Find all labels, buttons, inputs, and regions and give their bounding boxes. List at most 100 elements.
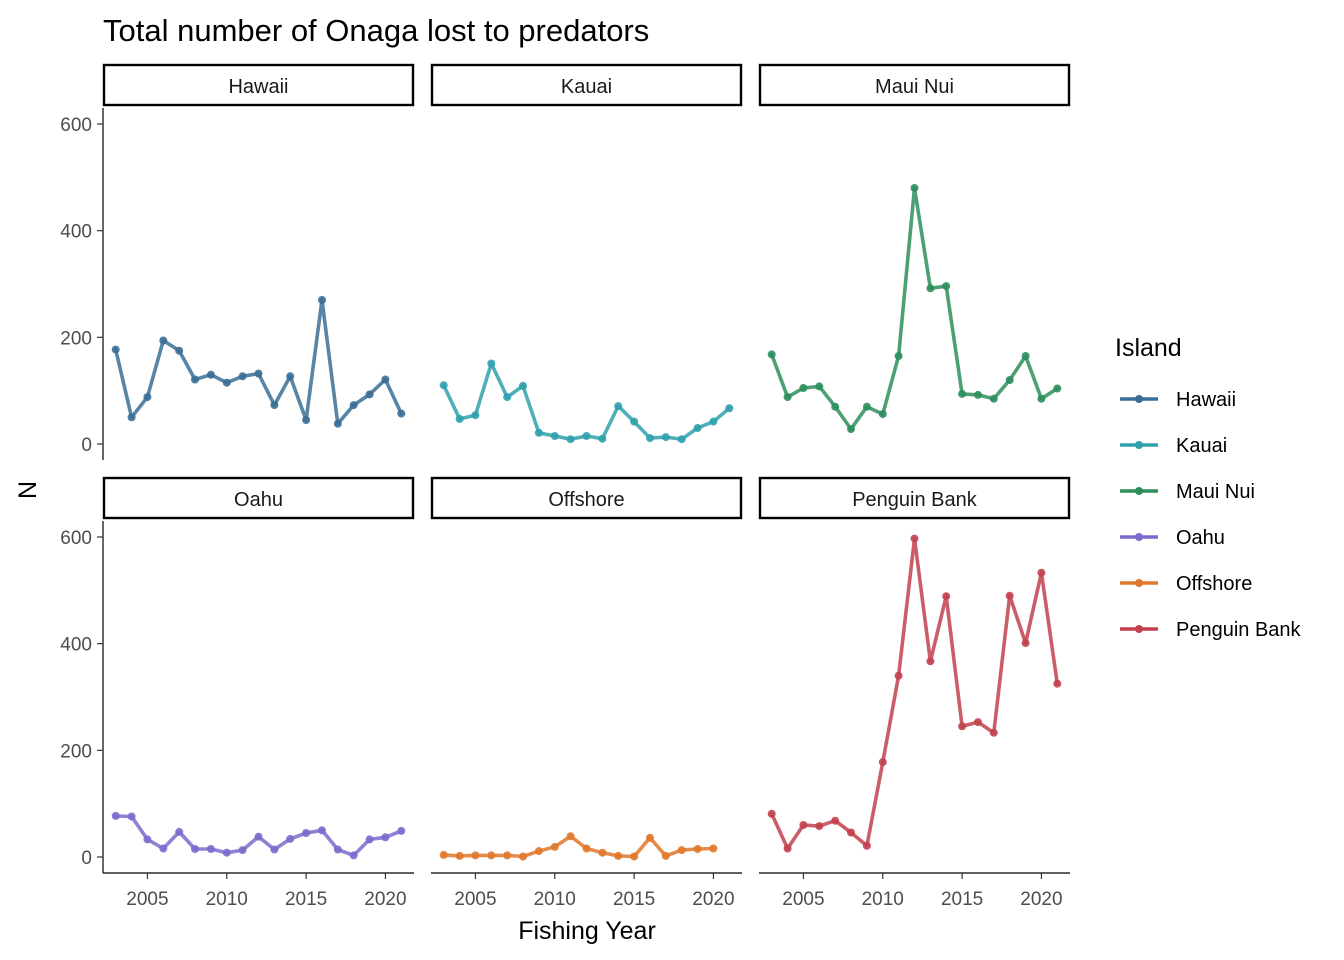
chart-title: Total number of Onaga lost to predators [103,13,649,48]
legend-label: Offshore [1176,573,1252,595]
data-point-offshore [566,832,575,841]
strip-label-kauai: Kauai [561,76,612,98]
y-tick-label: 200 [60,741,92,762]
data-point-hawaii [302,416,311,424]
legend: Island Hawaii Kauai Maui Nui Oahu Offshore Pe… [1115,334,1302,641]
series-line-maui-nui [769,186,1060,431]
data-point-maui-nui [974,390,982,399]
data-point-offshore [534,847,543,856]
legend-item-offshore: Offshore [1120,573,1252,595]
strip-box-penguin-bank [758,476,1071,520]
data-point-offshore [598,848,607,857]
x-axis-title: Fishing Year [518,917,656,945]
strip-label-offshore: Offshore [548,489,624,511]
data-point-hawaii [365,390,374,399]
data-point-penguin-bank [974,718,982,727]
data-point-oahu [318,826,326,835]
y-tick-label: 600 [60,528,92,549]
data-point-offshore [487,851,496,860]
data-point-oahu [191,845,199,853]
data-point-penguin-bank [958,722,967,731]
panel-hawaii: Hawaii 0 200 400 600 [60,63,415,460]
data-point-hawaii [191,375,199,384]
data-point-hawaii [397,409,406,418]
data-point-offshore [455,851,464,860]
data-point-kauai [725,404,734,413]
legend-key-point [1135,441,1143,449]
data-point-hawaii [286,372,295,381]
data-point-maui-nui [878,410,887,419]
panel-offshore: Offshore 2005 2010 2015 2020 [430,476,743,910]
data-point-maui-nui [831,402,840,411]
data-point-kauai [487,359,496,368]
strip-box-oahu [102,476,415,520]
data-point-penguin-bank [894,671,903,680]
data-point-hawaii [318,296,326,304]
x-tick-label: 2020 [1020,889,1062,910]
strip-label-oahu: Oahu [234,489,283,511]
data-point-kauai [471,411,480,420]
data-point-offshore [630,852,639,861]
legend-item-penguin-bank: Penguin Bank [1120,619,1302,641]
facet-panels: Hawaii 0 200 400 600 Kauai Maui Nui Oahu 0 200 400… [60,63,1071,910]
data-point-kauai [598,434,607,443]
x-tick-label: 2020 [364,889,406,910]
data-point-hawaii [206,370,215,379]
series-line-hawaii [113,298,404,426]
data-point-offshore [471,851,480,860]
strip-box-hawaii [102,63,415,107]
data-point-oahu [381,833,390,842]
data-point-maui-nui [1053,384,1062,393]
panel-penguin-bank: Penguin Bank 2005 2010 2015 2020 [758,476,1071,910]
x-tick-label: 2015 [613,889,655,910]
data-point-oahu [206,845,215,853]
legend-title: Island [1115,334,1182,362]
legend-key-point [1135,533,1143,541]
y-axis-title: N [14,481,42,499]
data-point-offshore [503,851,512,860]
data-point-penguin-bank [878,758,887,767]
data-point-maui-nui [1005,376,1014,384]
data-point-penguin-bank [989,728,998,737]
data-point-maui-nui [942,282,951,291]
x-tick-label: 2010 [534,889,576,910]
data-point-kauai [614,402,623,411]
data-point-penguin-bank [767,809,776,818]
data-point-maui-nui [958,389,967,398]
data-point-offshore [646,833,654,842]
legend-label: Kauai [1176,435,1227,457]
data-point-oahu [397,826,406,835]
data-point-hawaii [222,378,231,387]
data-point-hawaii [381,375,390,384]
data-point-kauai [455,414,464,423]
y-tick-label: 400 [60,222,92,243]
data-point-maui-nui [1021,352,1030,360]
x-tick-label: 2020 [692,889,734,910]
y-tick-label: 600 [60,115,92,136]
data-point-penguin-bank [910,534,919,543]
legend-item-hawaii: Hawaii [1120,389,1236,411]
data-point-oahu [222,848,231,857]
data-point-penguin-bank [1053,679,1062,688]
data-point-kauai [439,381,448,390]
data-point-oahu [127,812,136,821]
data-point-kauai [677,435,686,444]
data-point-penguin-bank [783,844,792,853]
data-point-kauai [566,435,575,444]
data-point-maui-nui [783,393,792,402]
x-tick-label: 2015 [941,889,983,910]
legend-label: Penguin Bank [1176,619,1302,641]
data-point-offshore [582,844,591,853]
data-point-kauai [534,428,543,437]
data-point-offshore [439,850,448,859]
series-line-kauai [441,361,732,442]
legend-key-point [1135,395,1143,403]
y-tick-label: 0 [81,848,92,869]
x-tick-label: 2005 [454,889,496,910]
data-point-hawaii [143,393,152,402]
series-line-offshore [441,834,716,859]
y-tick-label: 400 [60,635,92,656]
strip-label-hawaii: Hawaii [228,76,288,98]
data-point-penguin-bank [862,841,871,850]
